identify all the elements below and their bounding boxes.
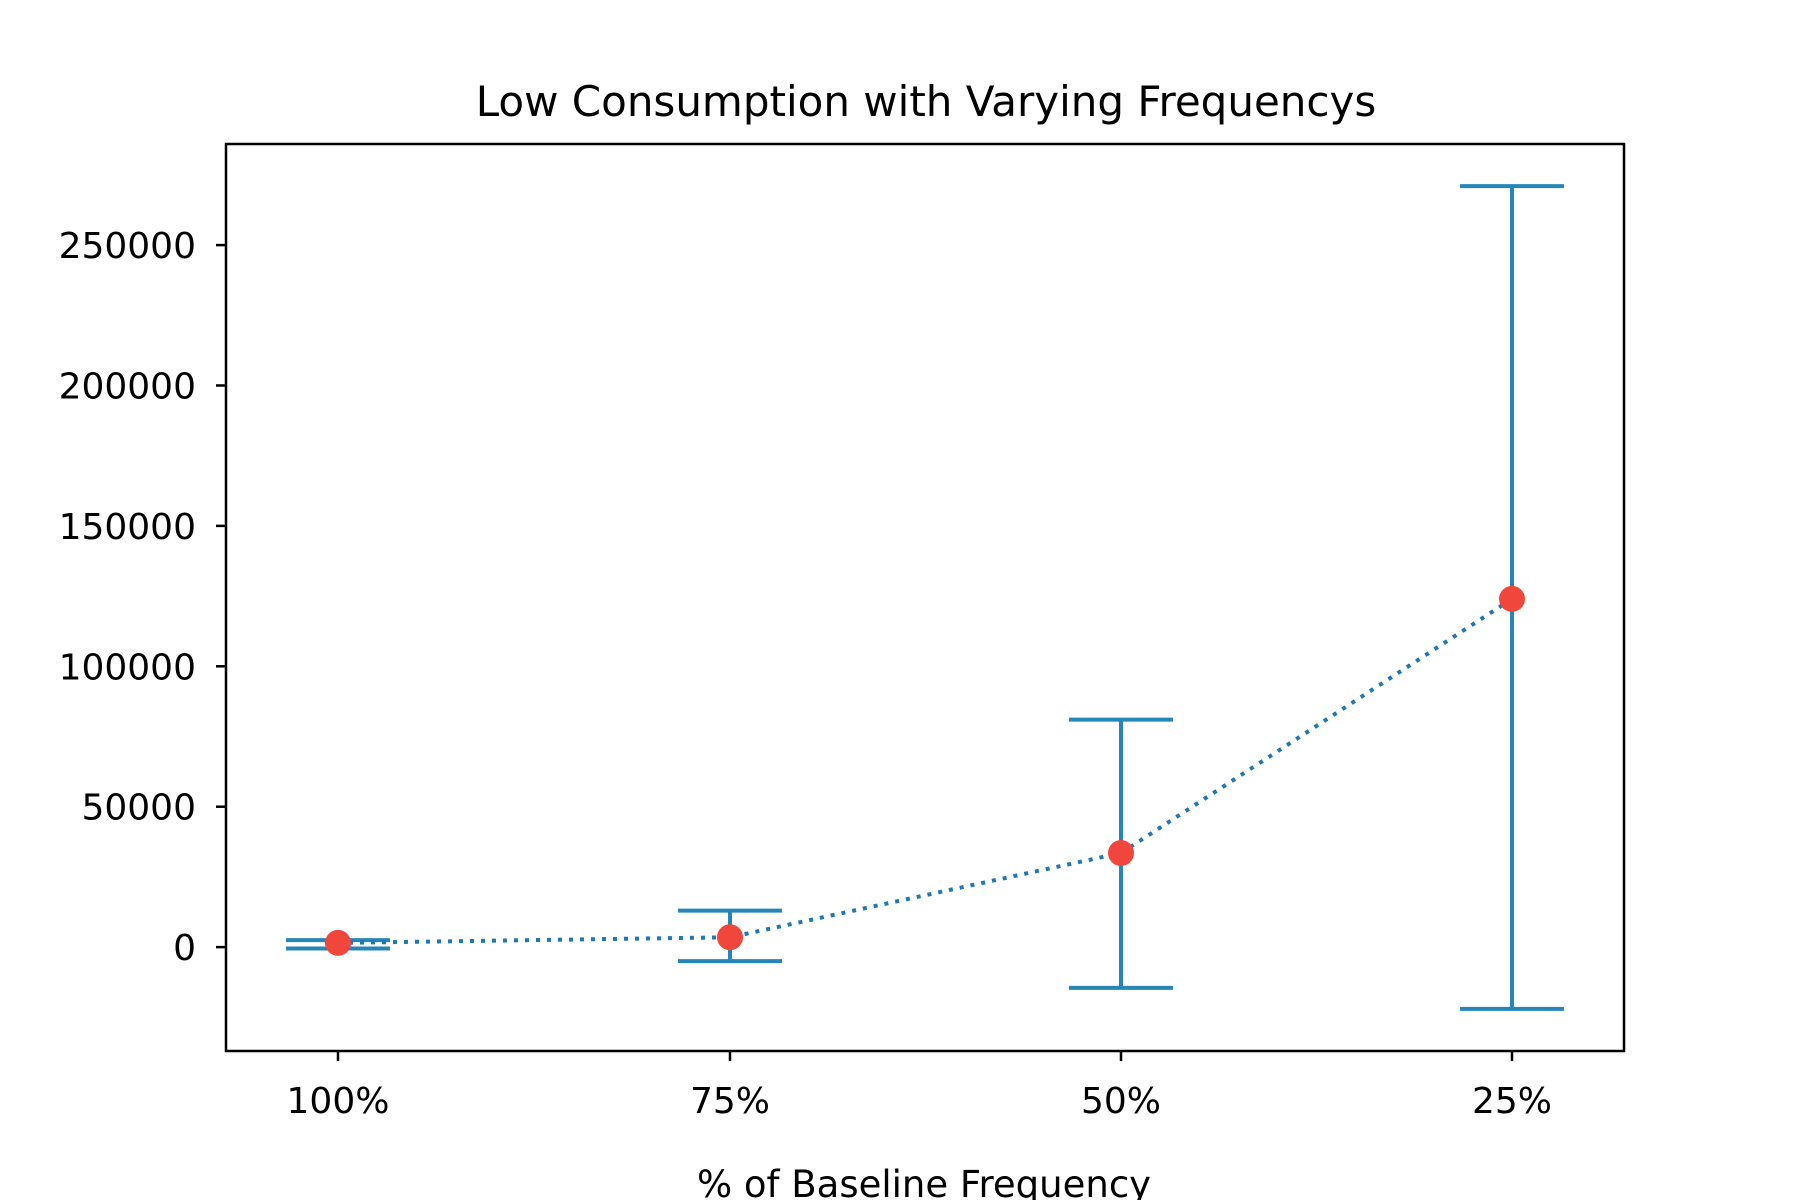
data-point [1499, 585, 1525, 612]
x-axis-label: % of Baseline Frequency [697, 1163, 1151, 1200]
y-tick-label: 150000 [59, 507, 196, 548]
y-tick-label: 0 [173, 928, 196, 969]
x-tick-label: 100% [287, 1081, 390, 1122]
x-tick-label: 25% [1472, 1081, 1552, 1122]
plot-area [286, 184, 1564, 1011]
data-point [717, 924, 743, 951]
series-line [337, 597, 1514, 945]
data-point [325, 929, 351, 956]
y-tick-label: 250000 [59, 226, 196, 267]
y-tick-label: 50000 [81, 788, 196, 829]
axes: 0 50000 100000 150000 200000 250000 100% 75% 50%… [59, 226, 1552, 1122]
data-point [1108, 840, 1134, 867]
x-tick-label: 50% [1081, 1081, 1161, 1122]
y-tick-label: 200000 [59, 366, 196, 407]
x-tick-label: 75% [690, 1081, 770, 1122]
axes-frame [224, 142, 1626, 1053]
chart-title: Low Consumption with Varying Frequencys [476, 77, 1377, 126]
y-tick-label: 100000 [59, 647, 196, 688]
